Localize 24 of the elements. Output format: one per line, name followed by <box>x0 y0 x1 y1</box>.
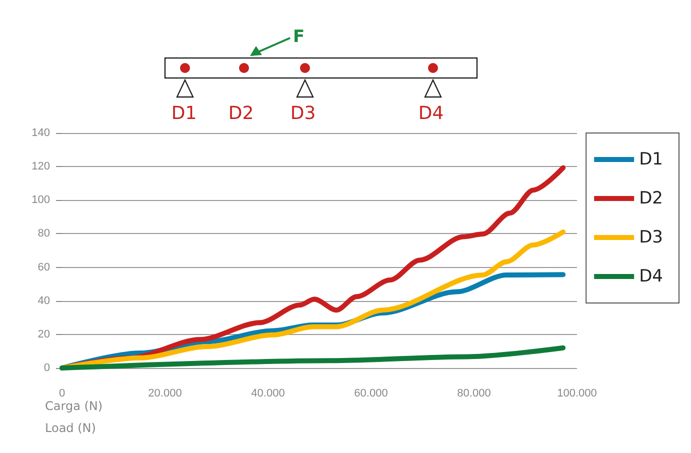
text: D3 <box>290 103 316 124</box>
y-tick-label: 0 <box>44 362 50 374</box>
legend-label: D3 <box>639 228 663 248</box>
text: D1 <box>171 103 197 124</box>
x-tick-label: 20.000 <box>148 388 182 400</box>
text: D2 <box>228 103 254 124</box>
y-tick-label: 140 <box>32 127 50 139</box>
y-tick-label: 20 <box>38 328 50 340</box>
x-tick-label: 0 <box>58 388 66 400</box>
x-tick-label: 80.000 <box>457 388 491 400</box>
legend-label: D2 <box>639 188 663 208</box>
y-tick-label: 40 <box>38 294 50 307</box>
x-axis-title: Carga (N) Load (N) <box>45 399 103 435</box>
y-tick-label: 80 <box>38 228 50 240</box>
text: D4 <box>418 103 444 124</box>
x-tick-label: 40.000 <box>251 388 285 400</box>
legend-label: D4 <box>639 266 663 286</box>
text: F <box>293 27 305 47</box>
y-tick-label: 60 <box>38 261 50 274</box>
x-tick-label: 100.000 <box>557 388 597 400</box>
legend-label: D1 <box>639 150 663 170</box>
x-tick-label: 60.000 <box>354 388 388 400</box>
y-tick-label: 100 <box>32 194 50 206</box>
y-tick-label: 120 <box>32 160 50 173</box>
